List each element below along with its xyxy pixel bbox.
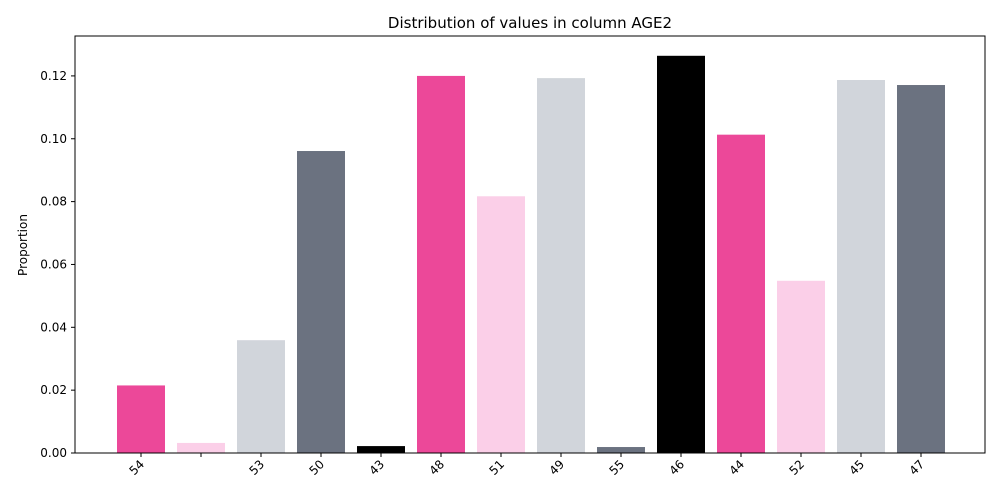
x-tick-label: 52: [786, 457, 807, 478]
x-tick-label: 45: [846, 457, 867, 478]
bar: [597, 447, 645, 453]
x-tick-label: 50: [306, 457, 327, 478]
x-tick-label: 54: [126, 457, 147, 478]
x-tick-label: 47: [906, 457, 927, 478]
y-axis-ticks: 0.00 0.02 0.04 0.06 0.08 0.10 0.12: [40, 69, 75, 460]
bars-group: [117, 55, 945, 454]
bar: [237, 340, 285, 453]
x-tick-label: 49: [546, 457, 567, 478]
y-tick-label: 0.06: [40, 257, 67, 271]
x-axis-ticks: 54 53 50 43 48 51 49 55 46 44 52 45 47: [126, 453, 927, 478]
x-tick-label: 51: [486, 457, 507, 478]
y-tick-label: 0.12: [40, 69, 67, 83]
bar: [657, 55, 705, 453]
y-tick-label: 0.00: [40, 446, 67, 460]
x-tick-label: 43: [366, 457, 387, 478]
bar: [297, 151, 345, 453]
bar: [717, 134, 765, 454]
x-tick-label: 44: [726, 457, 747, 478]
bar: [897, 85, 945, 453]
y-axis-label: Proportion: [16, 214, 30, 276]
y-tick-label: 0.02: [40, 383, 67, 397]
bar: [477, 196, 525, 454]
y-tick-label: 0.10: [40, 132, 67, 146]
bar: [537, 78, 585, 453]
y-tick-label: 0.04: [40, 320, 67, 334]
bar: [177, 442, 225, 453]
x-tick-label: 55: [606, 457, 627, 478]
bar: [837, 79, 885, 454]
bar: [417, 75, 465, 453]
x-tick-label: 48: [426, 457, 447, 478]
x-tick-label: 46: [666, 457, 687, 478]
y-tick-label: 0.08: [40, 195, 67, 209]
bar: [357, 446, 405, 453]
chart-title: Distribution of values in column AGE2: [388, 14, 672, 32]
bar: [117, 385, 165, 453]
x-tick-label: 53: [246, 457, 267, 478]
bar: [777, 280, 825, 453]
plot-frame: [74, 35, 986, 454]
